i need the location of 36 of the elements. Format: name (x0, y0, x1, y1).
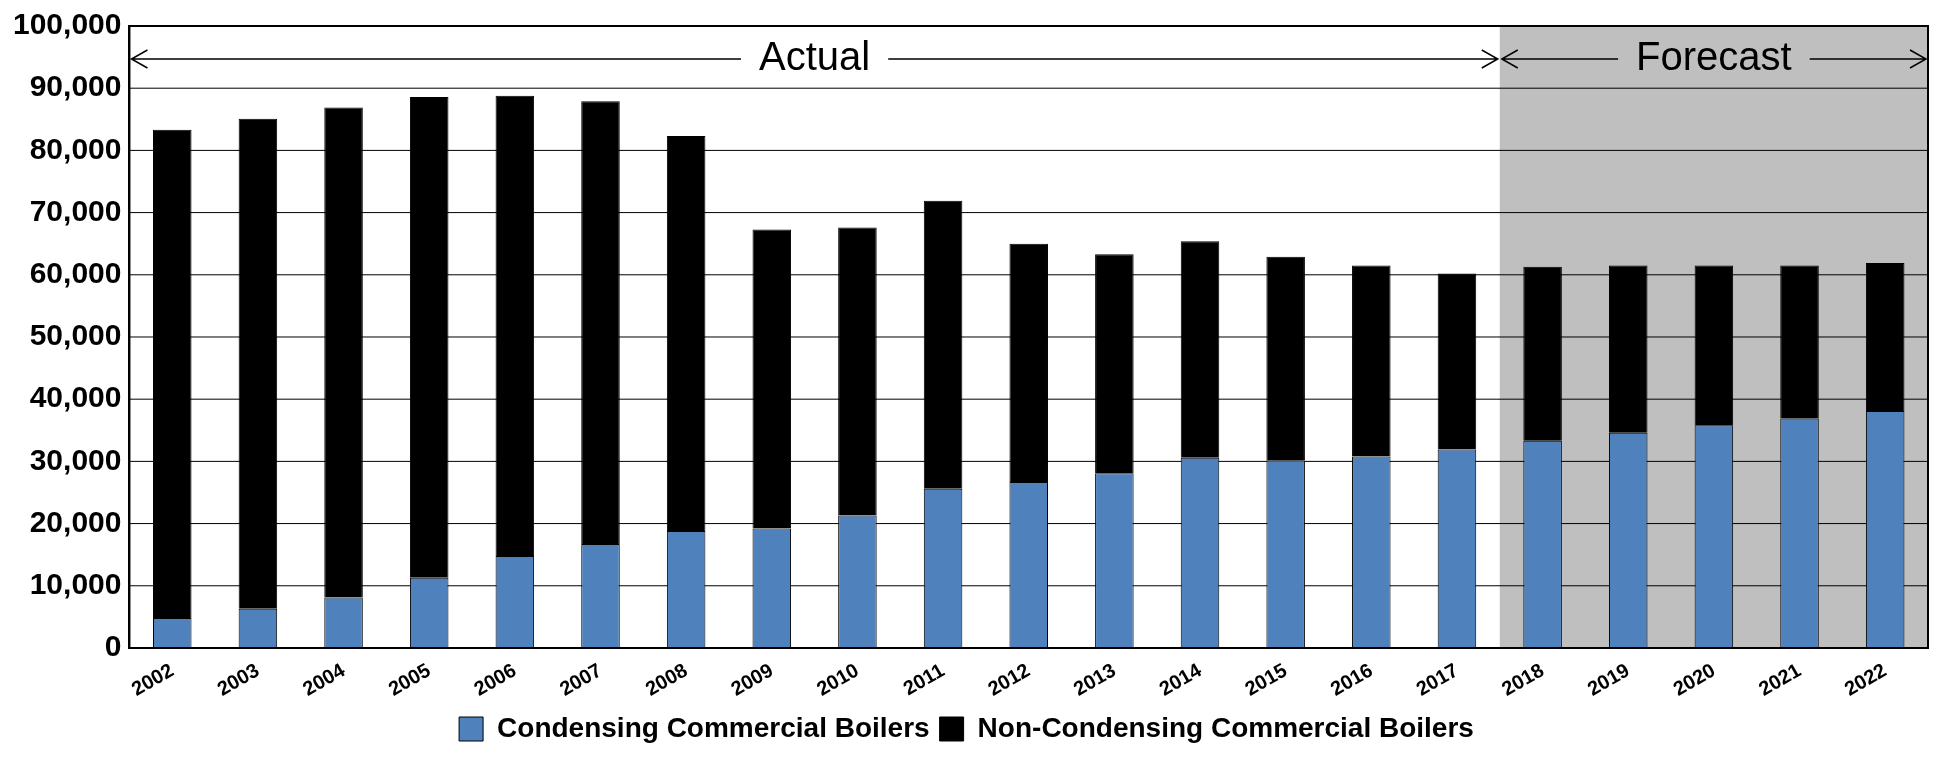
x-tick-label: 2017 (1412, 658, 1462, 700)
y-tick-label: 40,000 (29, 380, 122, 414)
band-label: Forecast (1636, 34, 1792, 79)
band-label: Actual (759, 34, 871, 79)
y-tick-label: 80,000 (29, 131, 122, 165)
x-tick-label: 2006 (470, 658, 520, 700)
x-tick-label: 2014 (1155, 658, 1205, 700)
y-tick-label: 20,000 (29, 504, 122, 538)
x-tick-label: 2018 (1497, 658, 1548, 700)
y-tick-label: 100,000 (12, 7, 122, 41)
legend-label: Non-Condensing Commercial Boilers (977, 711, 1474, 743)
x-tick-label: 2016 (1326, 658, 1377, 700)
x-tick-label: 2021 (1754, 658, 1805, 700)
y-tick-label: 70,000 (29, 193, 122, 227)
x-tick-label: 2010 (812, 658, 863, 700)
x-tick-label: 2002 (127, 658, 178, 700)
y-tick-label: 60,000 (29, 256, 122, 290)
y-tick-label: 50,000 (29, 318, 122, 352)
x-tick-label: 2008 (641, 658, 691, 700)
y-tick-label: 10,000 (29, 567, 122, 601)
x-tick-label: 2009 (727, 658, 777, 700)
x-tick-label: 2012 (983, 658, 1034, 700)
legend-label: Condensing Commercial Boilers (497, 711, 930, 743)
x-tick-label: 2003 (213, 658, 263, 700)
x-tick-label: 2019 (1583, 658, 1633, 700)
x-tick-label: 2005 (384, 658, 434, 700)
y-tick-label: 0 (104, 629, 122, 663)
x-tick-label: 2004 (298, 658, 349, 700)
x-tick-label: 2015 (1240, 658, 1291, 700)
y-tick-label: 90,000 (29, 69, 122, 103)
x-tick-label: 2007 (555, 658, 606, 700)
x-tick-label: 2020 (1669, 658, 1719, 700)
x-tick-label: 2011 (899, 658, 948, 700)
y-tick-label: 30,000 (29, 442, 122, 476)
x-tick-label: 2013 (1069, 658, 1120, 700)
x-tick-label: 2022 (1840, 658, 1890, 700)
